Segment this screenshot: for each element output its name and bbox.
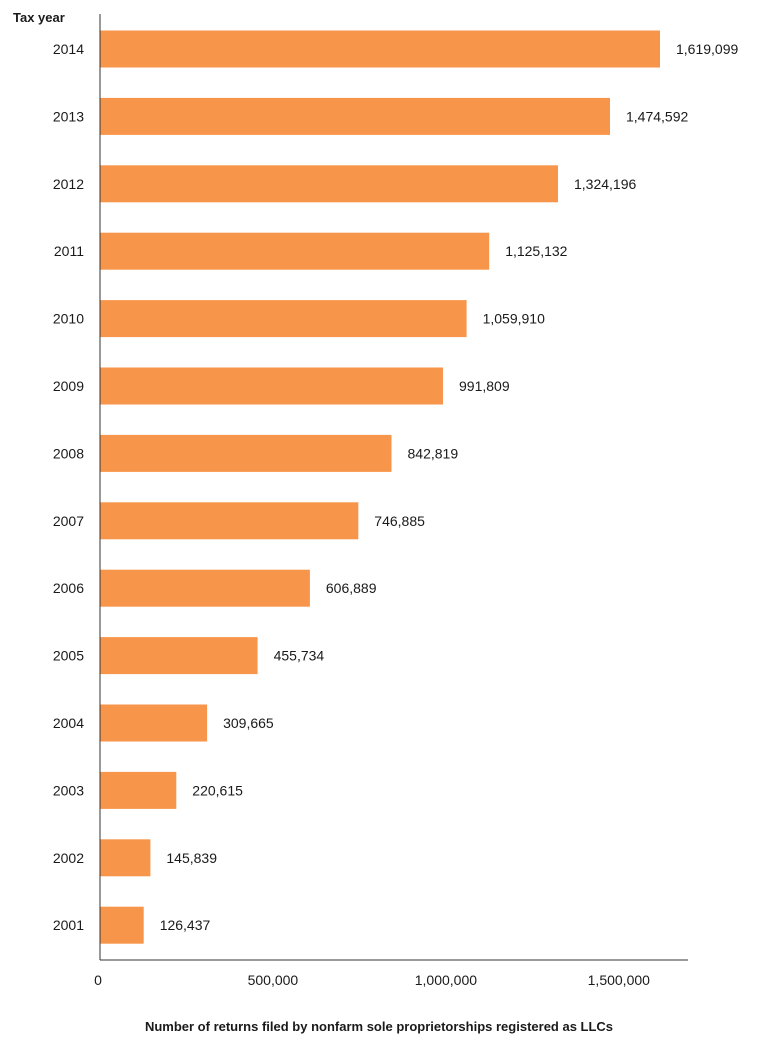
category-label-2005: 2005 <box>53 648 84 664</box>
bar-2013 <box>100 97 610 135</box>
category-label-2004: 2004 <box>53 715 84 731</box>
value-label-2005: 455,734 <box>274 648 325 664</box>
value-label-2014: 1,619,099 <box>676 41 738 57</box>
x-tick-label-3: 1,500,000 <box>588 972 650 988</box>
bar-2004 <box>100 704 208 742</box>
bar-2006 <box>100 569 310 607</box>
value-label-2013: 1,474,592 <box>626 108 688 124</box>
x-tick-label-2: 1,000,000 <box>415 972 477 988</box>
bar-2010 <box>100 300 467 338</box>
value-label-2006: 606,889 <box>326 580 377 596</box>
category-label-2009: 2009 <box>53 378 84 394</box>
value-label-2004: 309,665 <box>223 715 274 731</box>
category-label-2003: 2003 <box>53 782 84 798</box>
bar-2007 <box>100 502 359 540</box>
value-label-2001: 126,437 <box>160 917 211 933</box>
value-label-2011: 1,125,132 <box>505 243 567 259</box>
category-labels-group: 2014 2013 2012 2011 2010 2009 2008 2007 2006 2005… <box>53 41 84 933</box>
category-label-2001: 2001 <box>53 917 84 933</box>
y-axis-title: Tax year <box>13 10 65 25</box>
bar-2014 <box>100 30 660 68</box>
bar-2005 <box>100 637 258 675</box>
bar-2003 <box>100 771 177 809</box>
value-label-2007: 746,885 <box>374 513 425 529</box>
bar-2012 <box>100 165 558 203</box>
category-label-2008: 2008 <box>53 445 84 461</box>
x-tick-label-0: 0 <box>94 972 102 988</box>
x-tick-labels-group: 0 500,000 1,000,000 1,500,000 <box>94 972 650 988</box>
value-label-2012: 1,324,196 <box>574 176 636 192</box>
bar-2008 <box>100 434 392 472</box>
category-label-2007: 2007 <box>53 513 84 529</box>
value-label-2003: 220,615 <box>192 782 243 798</box>
category-label-2010: 2010 <box>53 311 84 327</box>
value-label-2008: 842,819 <box>408 445 459 461</box>
value-label-2002: 145,839 <box>166 850 217 866</box>
x-tick-label-1: 500,000 <box>248 972 299 988</box>
bar-2009 <box>100 367 443 405</box>
category-label-2014: 2014 <box>53 41 84 57</box>
category-label-2011: 2011 <box>54 243 84 259</box>
value-label-2009: 991,809 <box>459 378 510 394</box>
category-label-2012: 2012 <box>53 176 84 192</box>
x-axis-title: Number of returns filed by nonfarm sole … <box>145 1019 613 1034</box>
category-label-2002: 2002 <box>53 850 84 866</box>
bar-2001 <box>100 906 144 944</box>
bar-2011 <box>100 232 490 270</box>
bar-2002 <box>100 839 151 877</box>
category-label-2013: 2013 <box>53 108 84 124</box>
value-label-2010: 1,059,910 <box>483 311 545 327</box>
bars-group <box>100 30 660 944</box>
value-labels-group: 1,619,099 1,474,592 1,324,196 1,125,132 1,05… <box>160 41 739 933</box>
category-label-2006: 2006 <box>53 580 84 596</box>
